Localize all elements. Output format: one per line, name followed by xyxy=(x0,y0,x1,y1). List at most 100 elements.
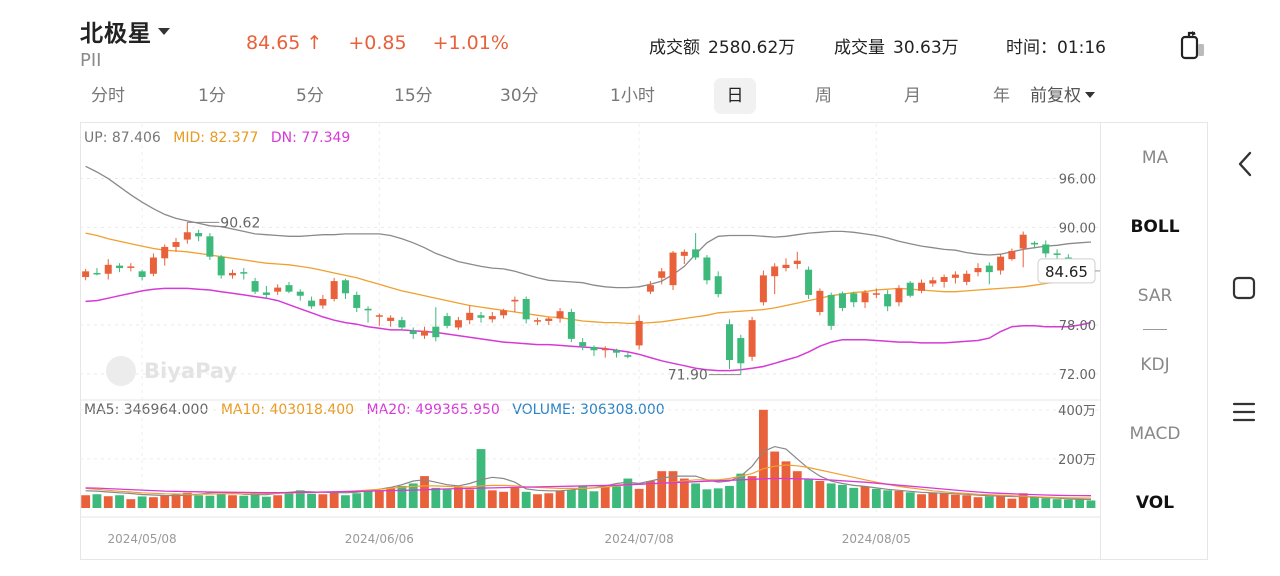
volume-bar xyxy=(657,471,667,508)
volume-bar xyxy=(973,497,983,508)
candle-body xyxy=(680,251,688,256)
volume-bar xyxy=(442,489,452,508)
indicator-sar[interactable]: SAR xyxy=(1137,286,1173,306)
tab-month[interactable]: 月 xyxy=(904,86,921,106)
price-change: +0.85 xyxy=(348,32,407,54)
volume-bar xyxy=(476,449,486,508)
tab-year[interactable]: 年 xyxy=(993,86,1010,106)
volume-bar xyxy=(103,496,113,508)
low-annotation: 71.90 xyxy=(668,368,708,384)
price-change-pct: +1.01% xyxy=(432,32,509,54)
volume-stat: 成交量 30.63万 xyxy=(834,33,959,58)
candle-body xyxy=(805,269,813,295)
share-icon[interactable] xyxy=(1180,30,1206,60)
indicator-macd[interactable]: MACD xyxy=(1129,424,1181,444)
volume-bar xyxy=(1007,498,1017,508)
tab-30min[interactable]: 30分 xyxy=(500,86,539,106)
candle-body xyxy=(296,291,304,296)
chart-frame xyxy=(80,122,1208,560)
volume-bar xyxy=(646,481,655,508)
volume-bar xyxy=(126,499,136,508)
boll-upper-line xyxy=(85,165,1092,289)
candle-body xyxy=(466,312,474,321)
volume-bar xyxy=(578,485,588,508)
price-tick-label: 96.00 xyxy=(1059,173,1096,188)
volume-bar xyxy=(295,490,305,508)
indicator-boll[interactable]: BOLL xyxy=(1130,217,1180,237)
adjust-label: 前复权 xyxy=(1030,86,1081,106)
candle-body xyxy=(217,256,225,276)
candle-body xyxy=(940,277,948,282)
candle-body xyxy=(895,288,903,303)
candle-body xyxy=(454,320,462,328)
volume-bar xyxy=(939,493,949,508)
candle-body xyxy=(771,266,779,277)
tab-day[interactable]: 日 xyxy=(714,78,756,114)
candle-body xyxy=(974,268,982,273)
tab-15min[interactable]: 15分 xyxy=(394,86,433,106)
boll-lower-line xyxy=(85,287,1092,372)
indicator-kdj[interactable]: KDJ xyxy=(1140,355,1170,375)
volume-bar xyxy=(871,488,881,508)
volume-tick-label: 400万 xyxy=(1058,404,1096,419)
indicator-vol[interactable]: VOL xyxy=(1135,493,1175,513)
candle-body xyxy=(398,320,406,328)
tab-week[interactable]: 周 xyxy=(815,86,832,106)
back-icon[interactable] xyxy=(1233,150,1257,178)
volume-bar xyxy=(1018,493,1028,508)
candle-body xyxy=(985,265,993,273)
vol-ma20-value: MA20: 499365.950 xyxy=(366,402,500,418)
home-icon[interactable] xyxy=(1232,275,1256,301)
volume-bar xyxy=(679,478,689,508)
volume-bar xyxy=(182,492,192,508)
tab-fenshi[interactable]: 分时 xyxy=(91,86,125,106)
biyapay-logo xyxy=(106,356,136,386)
candle-body xyxy=(387,317,395,321)
volume-bar xyxy=(487,490,497,508)
volume-bar xyxy=(397,485,407,508)
tab-5min[interactable]: 5分 xyxy=(296,86,324,106)
volume-bar xyxy=(792,471,802,508)
volume-bar xyxy=(905,492,915,508)
volume-bar xyxy=(691,483,701,508)
volume-bar xyxy=(408,483,418,508)
price-tick-label: 90.00 xyxy=(1059,221,1096,236)
volume-bar xyxy=(747,476,757,508)
volume-bar xyxy=(634,488,644,508)
tab-1hour[interactable]: 1小时 xyxy=(610,86,655,106)
candle-body xyxy=(1030,242,1038,245)
indicator-divider xyxy=(1143,329,1167,330)
volume-bar xyxy=(1063,499,1073,508)
menu-icon[interactable] xyxy=(1232,400,1256,424)
volume-bar xyxy=(352,493,362,508)
volume-bar xyxy=(849,487,859,508)
candle-body xyxy=(251,281,259,292)
volume-bar xyxy=(713,488,723,508)
price-tick-label: 78.00 xyxy=(1059,319,1096,334)
caret-down-icon xyxy=(1085,91,1095,98)
stock-name-selector[interactable]: 北极星 xyxy=(80,14,170,48)
tab-1min[interactable]: 1分 xyxy=(198,86,226,106)
volume-bar xyxy=(770,451,780,508)
candle-body xyxy=(748,320,756,357)
volume-legend: MA5: 346964.000 MA10: 403018.400 MA20: 4… xyxy=(84,402,673,418)
candle-body xyxy=(240,272,248,274)
candle-body xyxy=(353,294,361,308)
high-annotation: 90.62 xyxy=(220,215,260,231)
candle-body xyxy=(669,252,677,286)
candle-body xyxy=(918,282,926,291)
candle-body xyxy=(556,311,564,319)
candle-body xyxy=(511,299,519,302)
volume-bar xyxy=(228,495,237,508)
volume-bar xyxy=(883,490,893,508)
candle-body xyxy=(432,326,440,338)
candle-body xyxy=(816,290,824,313)
candle-body xyxy=(1008,250,1016,260)
vol-ma5-value: MA5: 346964.000 xyxy=(84,402,209,418)
indicator-ma[interactable]: MA xyxy=(1141,148,1169,168)
candle-body xyxy=(319,298,327,306)
time-label: 时间： xyxy=(1006,38,1057,58)
adjust-selector[interactable]: 前复权 xyxy=(1030,78,1095,114)
candle-body xyxy=(872,293,880,295)
